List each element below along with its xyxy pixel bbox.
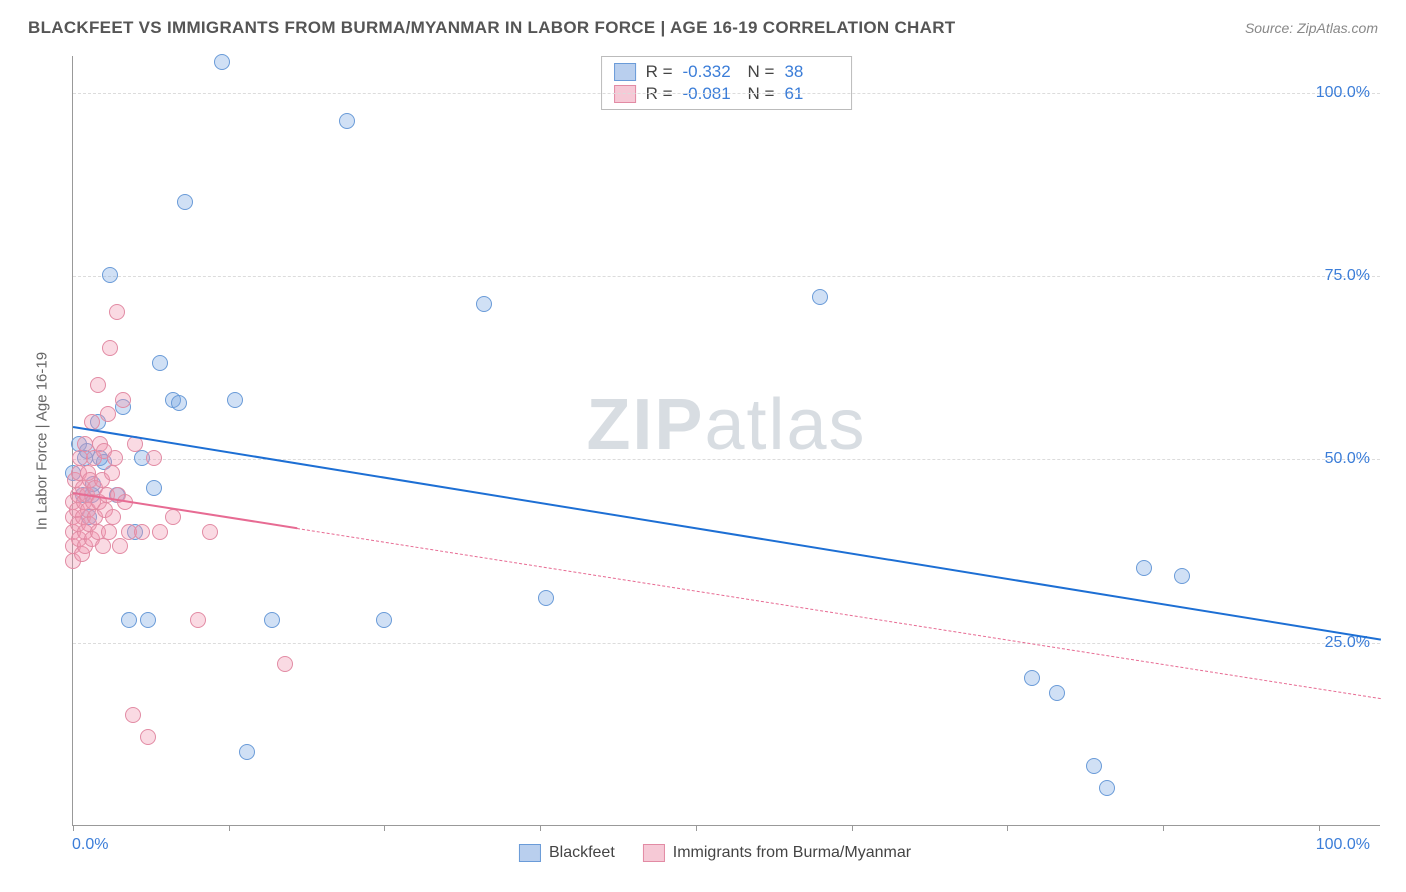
stat-n-value: 38 [784, 62, 839, 82]
data-point [202, 524, 218, 540]
series-legend: Blackfeet Immigrants from Burma/Myanmar [519, 844, 911, 862]
data-point [376, 612, 392, 628]
legend-swatch [519, 844, 541, 862]
stat-r-label: R = [646, 62, 673, 82]
data-point [77, 436, 93, 452]
gridline [73, 643, 1380, 644]
x-tick [540, 825, 541, 831]
data-point [146, 480, 162, 496]
data-point [1049, 685, 1065, 701]
x-tick [1163, 825, 1164, 831]
y-tick-label: 75.0% [1325, 267, 1370, 285]
data-point [1099, 780, 1115, 796]
data-point [101, 524, 117, 540]
data-point [107, 450, 123, 466]
data-point [146, 450, 162, 466]
stat-n-label: N = [748, 84, 775, 104]
data-point [177, 194, 193, 210]
stat-r-value: -0.332 [683, 62, 738, 82]
data-point [140, 612, 156, 628]
stat-r-value: -0.081 [683, 84, 738, 104]
data-point [227, 392, 243, 408]
plot-area: ZIPatlas R =-0.332N =38R =-0.081N =61 25… [72, 56, 1380, 826]
x-tick [229, 825, 230, 831]
data-point [112, 538, 128, 554]
legend-item: Blackfeet [519, 844, 615, 862]
data-point [125, 707, 141, 723]
x-axis-max-label: 100.0% [1316, 836, 1370, 854]
data-point [1136, 560, 1152, 576]
data-point [1024, 670, 1040, 686]
gridline [73, 93, 1380, 94]
data-point [152, 524, 168, 540]
data-point [239, 744, 255, 760]
data-point [104, 465, 120, 481]
watermark: ZIPatlas [586, 384, 866, 466]
x-tick [1319, 825, 1320, 831]
y-tick-label: 50.0% [1325, 450, 1370, 468]
data-point [102, 340, 118, 356]
source-attribution: Source: ZipAtlas.com [1245, 20, 1378, 36]
data-point [190, 612, 206, 628]
data-point [152, 355, 168, 371]
y-axis-title: In Labor Force | Age 16-19 [34, 352, 51, 530]
stat-r-label: R = [646, 84, 673, 104]
data-point [1086, 758, 1102, 774]
x-tick [696, 825, 697, 831]
y-tick-label: 100.0% [1316, 84, 1370, 102]
stats-legend: R = -0.332 N = 38 R = -0.081 N = 61 [601, 56, 853, 110]
data-point [115, 392, 131, 408]
data-point [812, 289, 828, 305]
data-point [214, 54, 230, 70]
data-point [100, 406, 116, 422]
x-axis-min-label: 0.0% [72, 836, 108, 854]
data-point [140, 729, 156, 745]
data-point [165, 509, 181, 525]
stats-row: R = -0.332 N = 38 [614, 61, 840, 83]
legend-label: Immigrants from Burma/Myanmar [673, 844, 911, 862]
legend-item: Immigrants from Burma/Myanmar [643, 844, 911, 862]
data-point [90, 377, 106, 393]
stat-n-label: N = [748, 62, 775, 82]
chart-title: BLACKFEET VS IMMIGRANTS FROM BURMA/MYANM… [28, 18, 955, 38]
x-tick [73, 825, 74, 831]
x-tick [1007, 825, 1008, 831]
data-point [134, 524, 150, 540]
gridline [73, 276, 1380, 277]
correlation-scatter-chart: In Labor Force | Age 16-19 ZIPatlas R =-… [50, 56, 1380, 826]
data-point [476, 296, 492, 312]
data-point [264, 612, 280, 628]
legend-swatch [614, 85, 636, 103]
data-point [109, 304, 125, 320]
x-tick [384, 825, 385, 831]
legend-swatch [643, 844, 665, 862]
data-point [105, 509, 121, 525]
data-point [538, 590, 554, 606]
data-point [121, 612, 137, 628]
x-tick [852, 825, 853, 831]
legend-label: Blackfeet [549, 844, 615, 862]
data-point [277, 656, 293, 672]
stat-n-value: 61 [784, 84, 839, 104]
data-point [339, 113, 355, 129]
data-point [102, 267, 118, 283]
data-point [171, 395, 187, 411]
data-point [95, 538, 111, 554]
stats-row: R = -0.081 N = 61 [614, 83, 840, 105]
data-point [1174, 568, 1190, 584]
legend-swatch [614, 63, 636, 81]
